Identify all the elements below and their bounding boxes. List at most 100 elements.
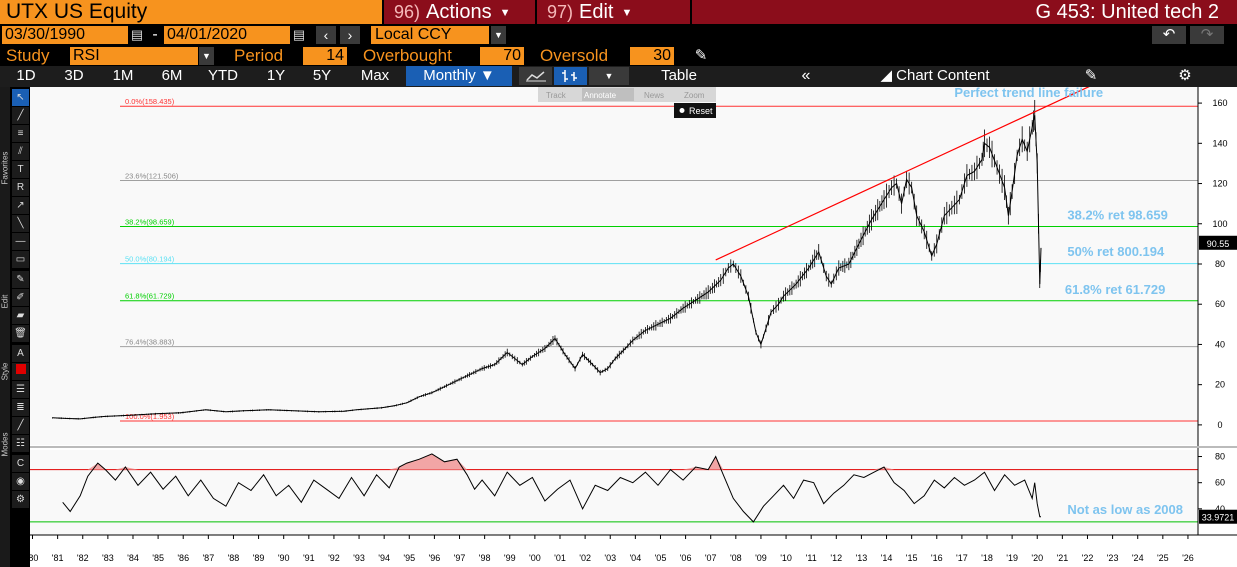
color-swatch-icon[interactable] (12, 363, 29, 380)
line-weight-icon[interactable]: ☰ (12, 381, 29, 398)
price-y-tick-label: 80 (1215, 259, 1225, 269)
back-arrow-icon[interactable]: ‹ (316, 26, 336, 44)
redo-icon[interactable]: ↷ (1190, 26, 1224, 44)
price-y-tick-label: 60 (1215, 299, 1225, 309)
list-icon[interactable]: ☷ (12, 435, 29, 452)
edit-menu-button[interactable]: 97) Edit ▼ (537, 0, 690, 24)
end-date-input[interactable]: 04/01/2020 (164, 26, 290, 44)
trendline-icon[interactable]: ╲ (12, 215, 29, 232)
ray-icon[interactable]: R (12, 179, 29, 196)
fib-level-label: 23.6%(121.506) (125, 172, 179, 181)
chart-content-button[interactable]: ◢ Chart Content (860, 66, 1010, 86)
range-1d-button[interactable]: 1D (16, 67, 36, 84)
security-ticker[interactable]: UTX US Equity (0, 0, 382, 24)
overbought-label: Overbought (363, 46, 452, 65)
line-chart-glyph (526, 71, 546, 82)
color-wheel-icon[interactable]: ◉ (12, 473, 29, 490)
actions-menu-button[interactable]: 96) Actions ▼ (384, 0, 535, 24)
pencil-icon[interactable]: ✎ (694, 47, 708, 64)
cursor-icon[interactable]: ↖ (12, 89, 29, 106)
chevron-down-icon[interactable]: ▼ (589, 67, 629, 85)
settings-gear-icon[interactable]: ⚙ (12, 491, 29, 508)
chevron-down-icon[interactable]: ▼ (199, 47, 214, 65)
rsi-last-value-label: 33.9721 (1202, 513, 1235, 523)
frequency-select[interactable]: Monthly ▼ (406, 66, 512, 86)
chart-mode-popup: Track Annotate News Zoom Reset (538, 87, 716, 118)
collapse-icon[interactable]: « (801, 67, 811, 84)
x-axis-tick-label: '96 (429, 553, 441, 563)
undo-icon[interactable]: ↶ (1152, 26, 1186, 44)
rsi-y-tick-label: 40 (1215, 504, 1225, 514)
range-max-button[interactable]: Max (360, 67, 390, 84)
range-1y-button[interactable]: 1Y (266, 67, 286, 84)
annotate-highlight (582, 88, 634, 101)
frequency-label: Monthly (423, 67, 476, 84)
range-3d-button[interactable]: 3D (64, 67, 84, 84)
gear-icon[interactable]: ⚙ (1178, 67, 1192, 84)
x-axis-tick-label: '83 (102, 553, 114, 563)
calendar-icon[interactable]: ▤ (292, 27, 306, 42)
news-button[interactable]: News (644, 91, 664, 100)
x-axis-tick-label: '16 (931, 553, 943, 563)
x-axis-tick-label: '03 (604, 553, 616, 563)
calendar-icon[interactable]: ▤ (130, 27, 144, 42)
x-axis-tick-label: '81 (52, 553, 64, 563)
fibonacci-icon[interactable]: ≡ (12, 125, 29, 142)
price-y-tick-label: 140 (1212, 138, 1227, 148)
x-axis-tick-label: '22 (1082, 553, 1094, 563)
pencil-style-icon[interactable]: ╱ (12, 417, 29, 434)
chevron-down-icon: ▼ (621, 6, 633, 19)
horizontal-line-icon[interactable]: — (12, 233, 29, 250)
reset-button[interactable]: Reset (689, 106, 713, 116)
range-6m-button[interactable]: 6M (161, 67, 183, 84)
date-separator: - (152, 26, 158, 43)
line-chart-icon[interactable] (519, 67, 552, 85)
last-price-label: 90.55 (1207, 239, 1230, 249)
highlighter-icon[interactable]: ▰ (12, 307, 29, 324)
chart-area[interactable]: 0 20 40 60 80 100 120 140 160 0.0%(158.435) 23.6%(… (30, 87, 1237, 567)
line-tool-icon[interactable]: ╱ (12, 107, 29, 124)
period-input[interactable]: 14 (303, 47, 347, 65)
price-y-tick-label: 40 (1215, 339, 1225, 349)
study-select[interactable]: RSI (70, 47, 198, 65)
chart-toolbar: 1D 3D 1M 6M YTD 1Y 5Y Max Monthly ▼ ▼ Ta… (0, 66, 1237, 87)
style-label: Style (0, 362, 10, 381)
range-5y-button[interactable]: 5Y (312, 67, 332, 84)
tool-category-strip: Favorites Edit Style Modes (0, 87, 10, 567)
chart-svg[interactable]: 0 20 40 60 80 100 120 140 160 0.0%(158.435) 23.6%(… (30, 87, 1237, 567)
x-axis-tick-label: '80 (30, 553, 38, 563)
brush-icon[interactable]: ✎ (12, 271, 29, 288)
start-date-input[interactable]: 03/30/1990 (2, 26, 128, 44)
arrow-tool-icon[interactable]: ↗ (12, 197, 29, 214)
bar-chart-icon[interactable] (554, 67, 587, 85)
overbought-input[interactable]: 70 (480, 47, 524, 65)
eraser-icon[interactable]: ▭ (12, 251, 29, 268)
x-axis-tick-label: '86 (177, 553, 189, 563)
chart-content-label: Chart Content (896, 67, 990, 84)
oversold-input[interactable]: 30 (630, 47, 674, 65)
price-y-tick-label: 20 (1215, 380, 1225, 390)
range-ytd-button[interactable]: YTD (208, 67, 238, 84)
forward-arrow-icon[interactable]: › (340, 26, 360, 44)
x-axis-tick-label: '10 (780, 553, 792, 563)
x-axis-tick-label: '25 (1157, 553, 1169, 563)
chevron-down-icon[interactable]: ▼ (491, 26, 506, 44)
range-1m-button[interactable]: 1M (112, 67, 134, 84)
line-style-icon[interactable]: ≣ (12, 399, 29, 416)
trash-icon[interactable]: 🗑 (12, 325, 29, 342)
track-button[interactable]: Track (546, 91, 567, 100)
zoom-button[interactable]: Zoom (684, 91, 705, 100)
annotate-icon[interactable]: ✎ (1084, 67, 1098, 84)
currency-select[interactable]: Local CCY (371, 26, 489, 44)
magnet-icon[interactable]: C (12, 455, 29, 472)
table-button[interactable]: Table (661, 67, 697, 84)
annotate-button[interactable]: Annotate (584, 91, 617, 100)
fib-level-label: 76.4%(38.883) (125, 338, 175, 347)
favorites-label: Favorites (0, 151, 10, 185)
x-axis-tick-label: '93 (353, 553, 365, 563)
pen-icon[interactable]: ✐ (12, 289, 29, 306)
text-tool-icon[interactable]: T (12, 161, 29, 178)
channel-icon[interactable]: ⫽ (12, 143, 29, 160)
fib-level-label: 61.8%(61.729) (125, 292, 175, 301)
text-style-icon[interactable]: A (12, 345, 29, 362)
